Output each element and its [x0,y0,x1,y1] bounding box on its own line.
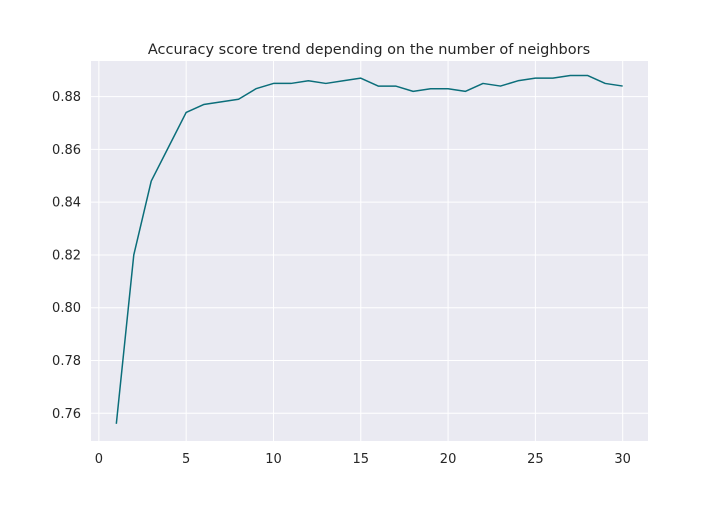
data-point [482,82,484,84]
data-point [290,82,292,84]
data-point [377,85,379,87]
data-point [168,146,170,148]
data-point [325,82,327,84]
series-line [115,74,623,424]
x-tick-label: 15 [352,452,369,467]
data-point [587,74,589,76]
y-tick-label: 0.88 [52,90,81,105]
y-gridlines [91,96,648,414]
data-point [429,88,431,90]
data-point [604,82,606,84]
data-point [133,254,135,256]
data-point [394,85,396,87]
x-tick-label: 5 [182,452,190,467]
data-point [342,80,344,82]
x-tick-label: 0 [95,452,103,467]
y-tick-label: 0.84 [52,196,81,211]
plot-area [91,61,648,441]
data-point [447,88,449,90]
data-point [307,80,309,82]
data-point [185,111,187,113]
data-point [115,423,117,425]
data-point [569,74,571,76]
data-point [552,77,554,79]
data-point [621,85,623,87]
y-tick-label: 0.82 [52,248,81,263]
data-point [220,101,222,103]
y-tick-label: 0.80 [52,301,81,316]
data-point [534,77,536,79]
data-point [412,90,414,92]
x-tick-label: 10 [265,452,282,467]
series-layer [115,74,623,425]
data-point [360,77,362,79]
data-point [202,103,204,105]
x-tick-label: 25 [527,452,544,467]
x-gridlines [98,61,624,441]
data-point [464,90,466,92]
data-point [150,180,152,182]
chart-title: Accuracy score trend depending on the nu… [148,42,590,58]
x-axis-tick-labels: 0 5 10 15 20 25 30 [95,452,631,467]
data-point [517,80,519,82]
data-point [237,98,239,100]
y-axis-tick-labels: 0.76 0.78 0.80 0.82 0.84 0.86 0.88 [52,90,81,422]
data-point [499,85,501,87]
y-tick-label: 0.78 [52,354,81,369]
data-point [255,88,257,90]
y-tick-label: 0.76 [52,407,81,422]
data-point [272,82,274,84]
x-tick-label: 30 [614,452,631,467]
x-tick-label: 20 [440,452,457,467]
y-tick-label: 0.86 [52,143,81,158]
